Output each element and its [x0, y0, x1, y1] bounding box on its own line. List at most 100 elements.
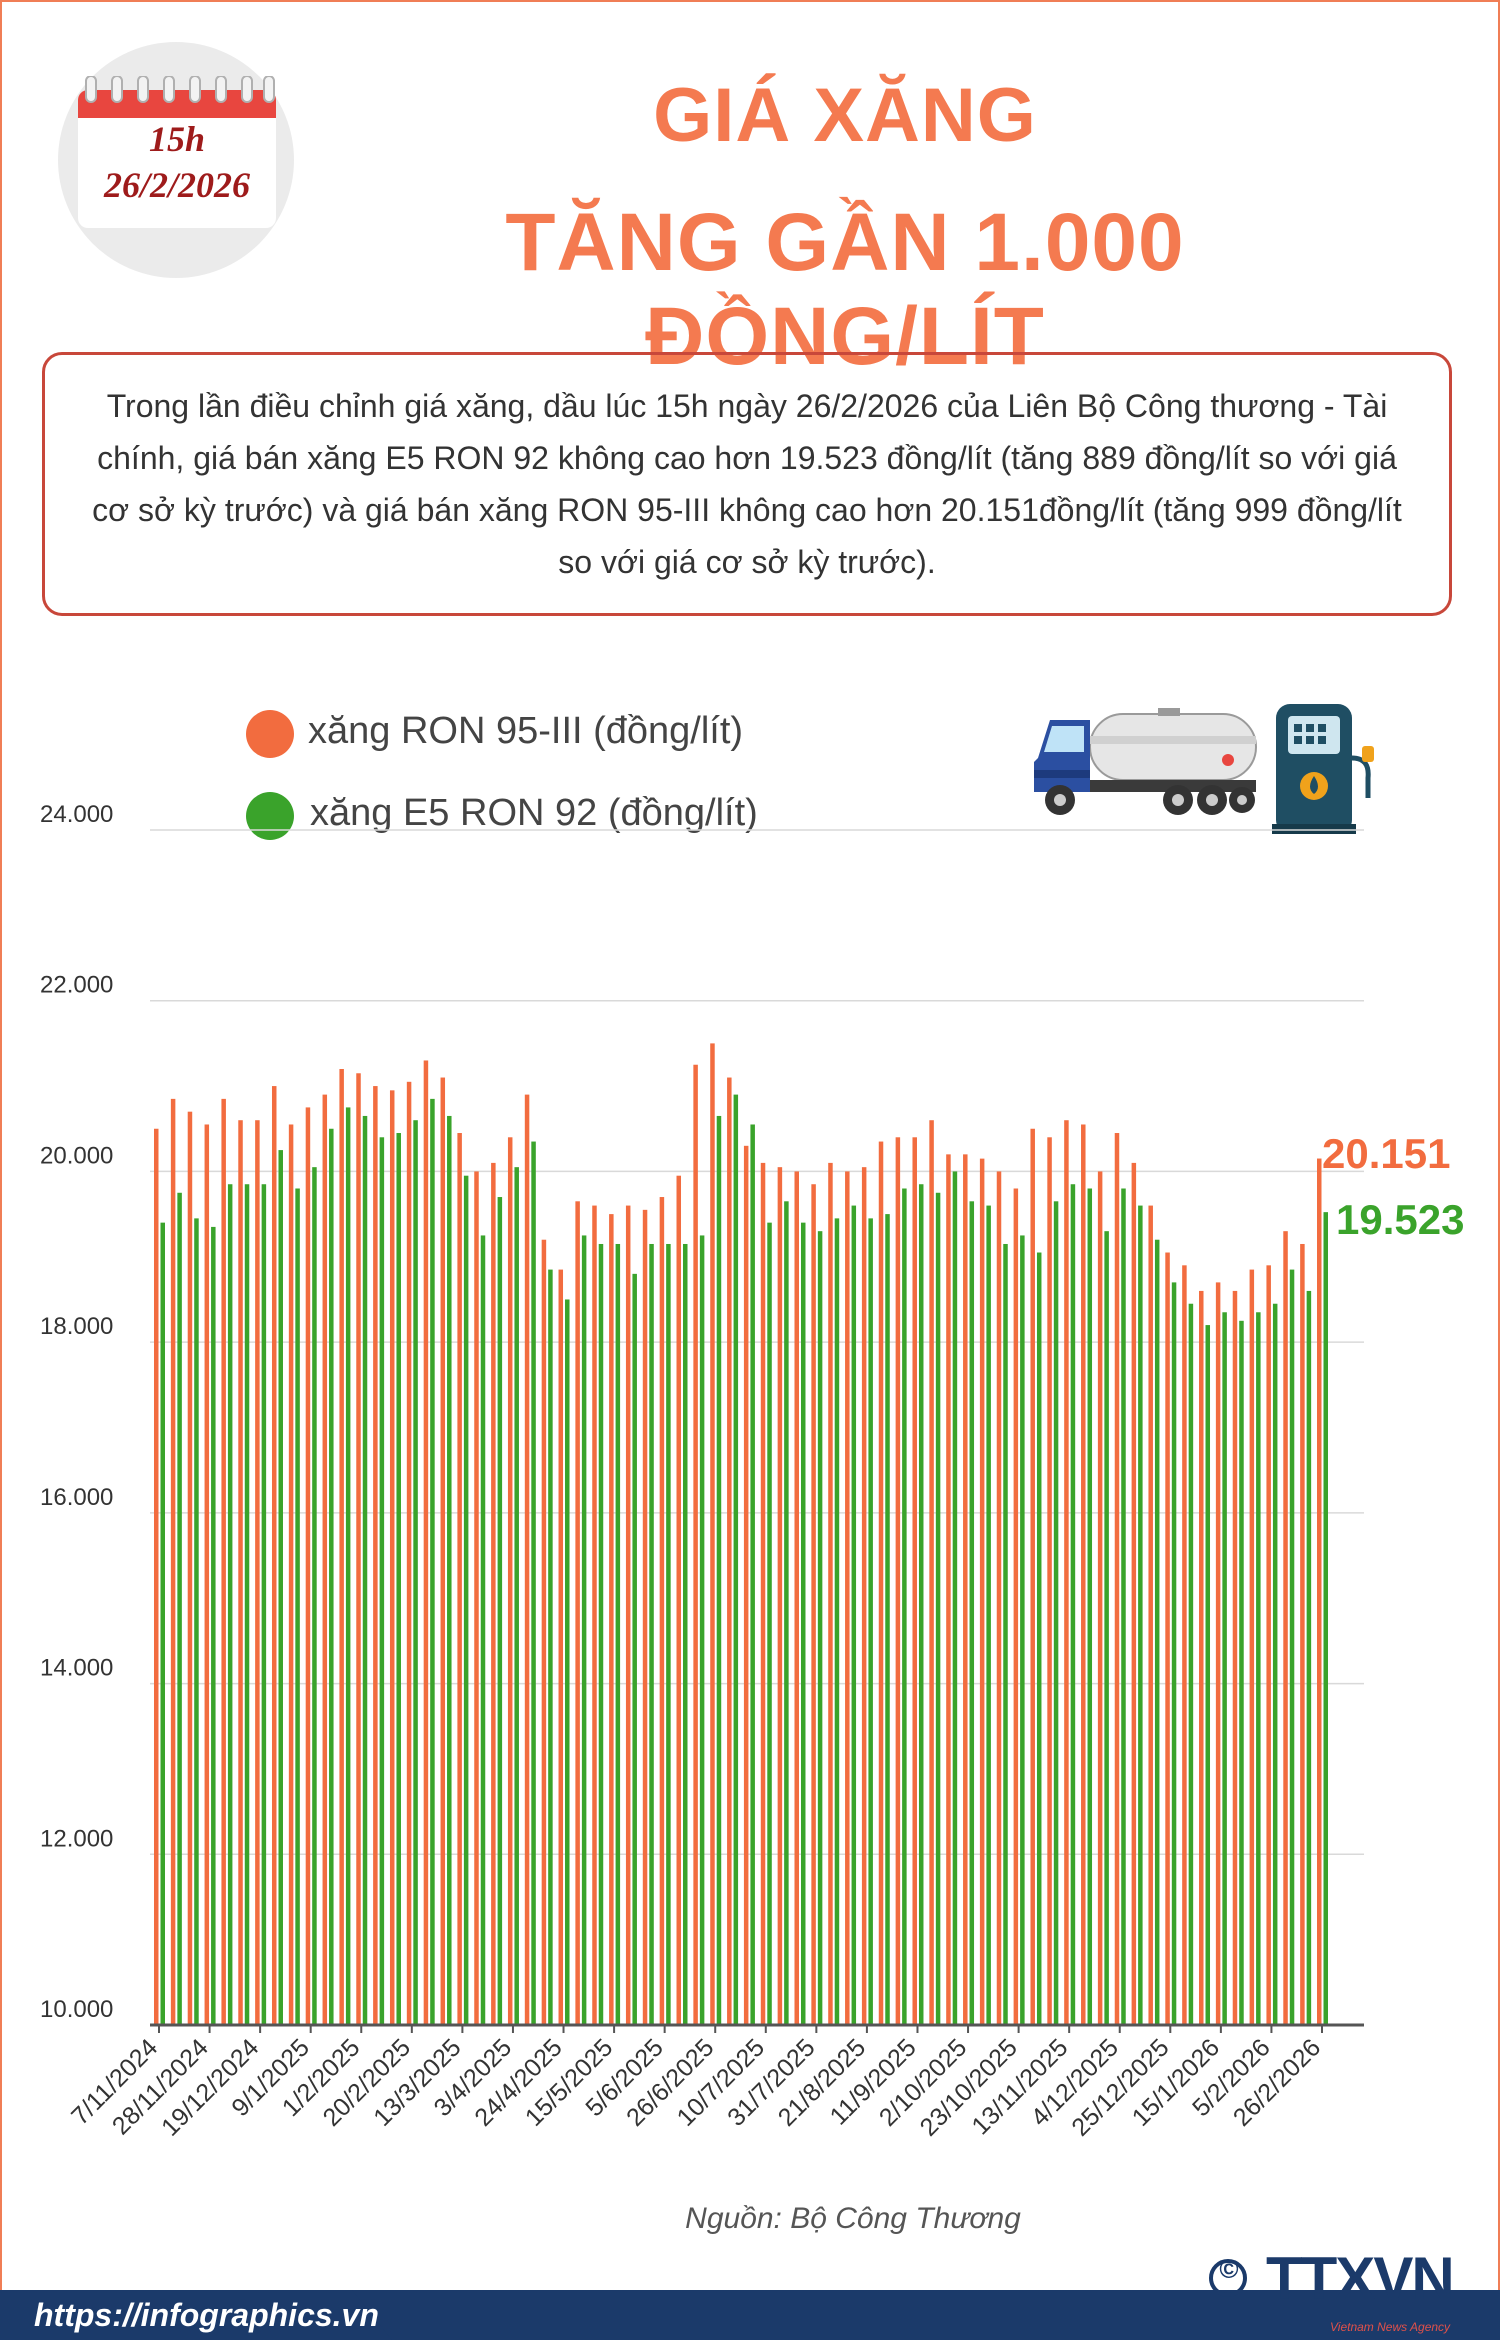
bar-ron95: [1215, 1282, 1221, 2025]
bar-ron95: [979, 1158, 985, 2025]
footer-url[interactable]: https://infographics.vn: [34, 2297, 379, 2333]
bar-e5: [1070, 1184, 1076, 2025]
bar-e5: [935, 1192, 941, 2025]
bar-ron95: [996, 1171, 1002, 2025]
bar-e5: [379, 1137, 385, 2025]
bar-e5: [1239, 1320, 1244, 2025]
bar-ron95: [625, 1205, 631, 2025]
bar-ron95: [929, 1120, 934, 2025]
bar-e5: [1036, 1252, 1042, 2025]
bar-ron95: [221, 1098, 226, 2025]
tanker-truck-icon: [1034, 708, 1257, 815]
bar-e5: [1289, 1269, 1295, 2025]
bar-e5: [362, 1115, 368, 2025]
bar-e5: [986, 1205, 991, 2025]
bar-ron95: [1266, 1265, 1271, 2025]
bar-e5: [699, 1235, 705, 2025]
bar-e5: [160, 1222, 165, 2025]
bar-ron95: [828, 1162, 833, 2025]
bar-e5: [834, 1218, 840, 2025]
bar-ron95: [457, 1133, 462, 2025]
bar-e5: [969, 1201, 975, 2025]
bar-e5: [396, 1133, 401, 2025]
bar-e5: [817, 1231, 823, 2025]
bar-e5: [244, 1184, 250, 2025]
bar-ron95: [1165, 1252, 1170, 2025]
bar-e5: [480, 1235, 486, 2025]
bar-ron95: [507, 1137, 513, 2025]
y-tick-label: 10.000: [40, 1996, 113, 2023]
bar-e5: [329, 1128, 334, 2025]
bar-e5: [261, 1184, 267, 2025]
bar-ron95: [1064, 1120, 1069, 2025]
bar-ron95: [760, 1162, 766, 2025]
y-tick-label: 24.000: [40, 801, 113, 828]
bar-e5: [1087, 1188, 1093, 2025]
bar-ron95: [1317, 1158, 1322, 2025]
y-tick-label: 16.000: [40, 1484, 113, 1511]
bar-ron95: [811, 1184, 816, 2025]
bar-ron95: [710, 1043, 715, 2025]
bar-e5: [278, 1150, 283, 2025]
bar-ron95: [170, 1098, 176, 2025]
bar-ron95: [642, 1209, 648, 2025]
agency-subtitle: Vietnam News Agency: [1330, 2320, 1451, 2334]
bar-ron95: [743, 1145, 749, 2025]
bar-ron95: [322, 1094, 328, 2025]
bar-ron95: [288, 1124, 294, 2025]
bar-ron95: [423, 1060, 429, 2025]
page-title-line2: TĂNG GẦN 1.000 ĐỒNG/LÍT: [505, 197, 1185, 382]
summary-text: Trong lần điều chỉnh giá xăng, dầu lúc 1…: [92, 388, 1402, 580]
bar-ron95: [1081, 1124, 1086, 2025]
bar-ron95: [389, 1090, 395, 2025]
bar-e5: [1222, 1312, 1227, 2025]
bar-e5: [1306, 1290, 1312, 2025]
bar-e5: [1171, 1282, 1177, 2025]
bar-e5: [615, 1243, 621, 2025]
bar-e5: [413, 1120, 418, 2025]
bar-e5: [177, 1192, 182, 2025]
calendar-icon: [78, 76, 276, 228]
bar-ron95: [1300, 1243, 1305, 2025]
footer-tab: [0, 2290, 392, 2340]
bar-ron95: [187, 1111, 193, 2025]
bar-ron95: [524, 1094, 530, 2025]
bar-ron95: [474, 1171, 479, 2025]
bar-ron95: [878, 1141, 884, 2025]
bar-ron95: [794, 1171, 799, 2025]
bar-ron95: [271, 1086, 277, 2025]
bar-e5: [463, 1175, 469, 2025]
bar-ron95: [1199, 1290, 1204, 2025]
bar-e5: [430, 1098, 435, 2025]
bar-e5: [784, 1201, 789, 2025]
bar-ron95: [895, 1137, 901, 2025]
bar-e5: [1272, 1303, 1278, 2025]
legend-dot-ron95: [246, 710, 294, 758]
bar-e5: [1121, 1188, 1126, 2025]
source-note: Nguồn: Bộ Công Thương: [685, 2202, 1021, 2235]
bar-ron95: [238, 1120, 243, 2025]
bar-ron95: [1249, 1269, 1255, 2025]
legend-label-e5: xăng E5 RON 92 (đồng/lít): [310, 792, 758, 834]
bar-e5: [1323, 1212, 1328, 2025]
summary-box: Trong lần điều chỉnh giá xăng, dầu lúc 1…: [42, 352, 1452, 616]
page-title-line1: GIÁ XĂNG: [653, 73, 1037, 158]
bar-e5: [1138, 1205, 1143, 2025]
y-tick-label: 14.000: [40, 1655, 113, 1682]
bar-ron95: [373, 1086, 378, 2025]
bar-e5: [194, 1218, 199, 2025]
bar-e5: [666, 1243, 671, 2025]
bar-e5: [918, 1184, 924, 2025]
copyright-symbol: ©: [1219, 2254, 1239, 2284]
bar-e5: [447, 1115, 452, 2025]
bar-ron95: [727, 1077, 732, 2025]
bar-e5: [565, 1299, 570, 2025]
bar-e5: [345, 1107, 351, 2025]
ttxvn-logo: [1208, 2246, 1478, 2321]
bar-e5: [1003, 1243, 1008, 2025]
bar-ron95: [1182, 1265, 1187, 2025]
bar-ron95: [963, 1154, 968, 2025]
bar-e5: [581, 1235, 587, 2025]
bar-ron95: [659, 1197, 665, 2025]
